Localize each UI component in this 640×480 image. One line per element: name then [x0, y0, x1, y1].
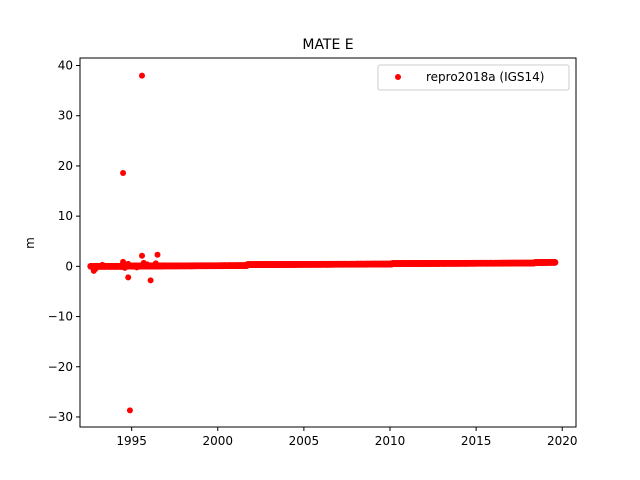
- chart-title: MATE E: [302, 37, 353, 53]
- y-tick-label: −30: [48, 410, 73, 424]
- y-axis-label: m: [23, 237, 37, 249]
- data-point: [152, 260, 159, 267]
- y-axis: −30 −20 −10 0 10 20 30 40: [48, 59, 80, 424]
- legend: repro2018a (IGS14): [377, 64, 570, 91]
- data-point: [120, 258, 127, 265]
- data-point: [125, 274, 132, 281]
- data-point: [99, 261, 106, 268]
- data-point: [139, 72, 145, 79]
- data-point: [121, 264, 128, 271]
- data-point: [139, 252, 145, 259]
- y-tick-label: −20: [48, 360, 73, 374]
- data-point: [133, 264, 140, 271]
- plot-frame: [79, 57, 577, 428]
- y-tick-label: 20: [58, 159, 73, 173]
- legend-marker: [395, 74, 401, 80]
- data-point: [552, 259, 559, 266]
- data-point: [125, 260, 132, 267]
- data-point: [144, 261, 151, 268]
- legend-box: [377, 64, 570, 91]
- y-tick-label: 30: [58, 109, 73, 123]
- scatter-marks: [87, 72, 559, 414]
- x-tick-label: 2020: [547, 434, 578, 448]
- x-tick-label: 2000: [203, 434, 234, 448]
- x-tick-label: 2010: [375, 434, 406, 448]
- data-point: [92, 265, 99, 272]
- data-point: [159, 262, 166, 269]
- y-tick-label: 0: [65, 259, 73, 273]
- y-tick-label: 10: [58, 209, 73, 223]
- x-axis: 1995 2000 2005 2010 2015 2020: [116, 427, 577, 448]
- x-tick-label: 2015: [461, 434, 492, 448]
- data-point: [126, 407, 133, 414]
- y-tick-label: 40: [58, 59, 73, 73]
- x-tick-label: 2005: [289, 434, 320, 448]
- data-point: [154, 251, 161, 258]
- data-point: [120, 169, 127, 176]
- data-point: [147, 277, 154, 284]
- y-tick-label: −10: [48, 310, 73, 324]
- legend-label: repro2018a (IGS14): [426, 70, 544, 84]
- x-tick-label: 1995: [116, 434, 147, 448]
